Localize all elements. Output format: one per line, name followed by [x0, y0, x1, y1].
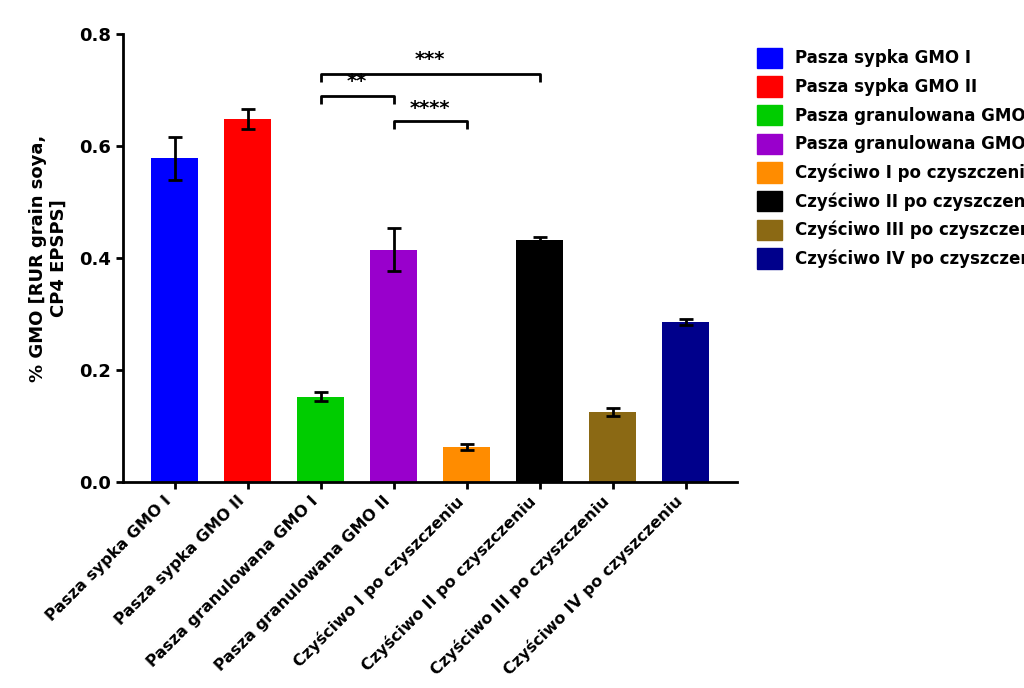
Bar [516, 240, 563, 482]
Bar [297, 396, 344, 482]
Bar [662, 322, 710, 482]
Bar [370, 250, 418, 482]
Bar [442, 447, 490, 482]
Y-axis label: % GMO [RUR grain soya,
CP4 EPSPS]: % GMO [RUR grain soya, CP4 EPSPS] [29, 134, 68, 382]
Text: ***: *** [415, 50, 445, 69]
Text: ****: **** [410, 98, 451, 118]
Text: **: ** [347, 72, 368, 92]
Bar [589, 411, 636, 482]
Bar [151, 158, 199, 482]
Legend: Pasza sypka GMO I, Pasza sypka GMO II, Pasza granulowana GMO I, Pasza granulowan: Pasza sypka GMO I, Pasza sypka GMO II, P… [752, 43, 1024, 274]
Bar [224, 119, 271, 482]
